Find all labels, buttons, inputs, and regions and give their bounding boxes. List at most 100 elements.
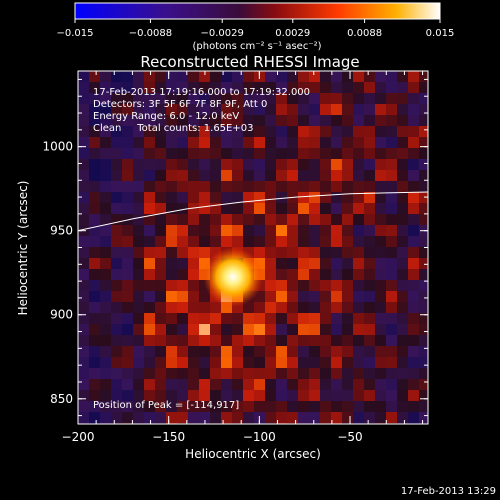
heatmap-cell [166,247,177,258]
heatmap-cell [243,159,254,170]
heatmap-cell [89,192,100,203]
heatmap-cell [397,148,408,159]
heatmap-cell [276,126,287,137]
heatmap-cell [397,115,408,126]
heatmap-cell [408,324,419,335]
heatmap-cell [375,247,386,258]
heatmap-cell [342,126,353,137]
heatmap-cell [397,203,408,214]
heatmap-cell [353,148,364,159]
heatmap-cell [276,412,287,423]
heatmap-cell [177,203,188,214]
heatmap-cell [177,137,188,148]
heatmap-cell [419,368,428,379]
heatmap-cell [430,71,441,82]
heatmap-cell [144,379,155,390]
heatmap-cell [155,192,166,203]
heatmap-cell [320,181,331,192]
heatmap-cell [177,71,188,82]
heatmap-cell [331,269,342,280]
heatmap-cell [276,280,287,291]
heatmap-cell [254,148,265,159]
heatmap-cell [408,82,419,93]
heatmap-cell [155,82,166,93]
heatmap-cell [397,390,408,401]
heatmap-cell [155,126,166,137]
heatmap-cell [419,93,428,104]
heatmap-cell [89,368,100,379]
heatmap-cell [320,247,331,258]
heatmap-cell [276,104,287,115]
heatmap-cell [419,159,428,170]
heatmap-cell [188,137,199,148]
heatmap-cell [188,82,199,93]
heatmap-cell [232,357,243,368]
heatmap-cell [287,335,298,346]
heatmap-cell [210,302,221,313]
heatmap-cell [331,137,342,148]
heatmap-cell [287,236,298,247]
heatmap-cell [111,390,122,401]
heatmap-cell [419,357,428,368]
heatmap-cell [375,104,386,115]
heatmap-cell [144,346,155,357]
heatmap-cell [144,368,155,379]
heatmap-cell [133,93,144,104]
heatmap-cell [210,126,221,137]
heatmap-cell [89,148,100,159]
heatmap-cell [342,302,353,313]
heatmap-cell [188,148,199,159]
heatmap-cell [331,346,342,357]
heatmap-cell [144,104,155,115]
heatmap-cell [342,181,353,192]
heatmap-cell [430,368,441,379]
heatmap-cell [144,82,155,93]
heatmap-cell [133,137,144,148]
heatmap-cell [386,203,397,214]
heatmap-cell [254,93,265,104]
heatmap-cell [232,225,243,236]
heatmap-cell [89,126,100,137]
heatmap-cell [408,225,419,236]
heatmap-cell [144,148,155,159]
heatmap-cell [122,379,133,390]
heatmap-cell [210,137,221,148]
heatmap-cell [287,137,298,148]
solar-limb-curve [78,191,428,232]
heatmap-cell [133,280,144,291]
heatmap-cell [419,335,428,346]
heatmap-cell [287,203,298,214]
heatmap-cell [320,401,331,412]
heatmap-cell [309,148,320,159]
heatmap-cell [364,148,375,159]
heatmap-cell [309,192,320,203]
heatmap-cell [265,71,276,82]
heatmap-cell [254,379,265,390]
heatmap-cell [386,423,397,424]
heatmap-cell [188,390,199,401]
heatmap-cell [298,126,309,137]
heatmap-cell [78,170,89,181]
heatmap-cell [177,379,188,390]
heatmap-cell [111,148,122,159]
colorbar-unit-label: (photons cm⁻² s⁻¹ asec⁻²) [192,41,321,52]
heatmap-cell [276,302,287,313]
annotation-time-range: 17-Feb-2013 17:19:16.000 to 17:19:32.000 [93,87,310,98]
heatmap-cell [78,104,89,115]
heatmap-cell [353,93,364,104]
heatmap-cell [210,357,221,368]
heatmap-cell [287,247,298,258]
heatmap-cell [287,412,298,423]
heatmap-cell [331,324,342,335]
heatmap-cell [408,203,419,214]
heatmap-cell [199,170,210,181]
heatmap-cell [188,236,199,247]
heatmap-cell [89,115,100,126]
heatmap-cell [89,236,100,247]
heatmap-cell [408,71,419,82]
heatmap-cell [100,148,111,159]
heatmap-cell [419,258,428,269]
heatmap-cell [100,181,111,192]
heatmap-cell [265,280,276,291]
heatmap-cell [331,148,342,159]
